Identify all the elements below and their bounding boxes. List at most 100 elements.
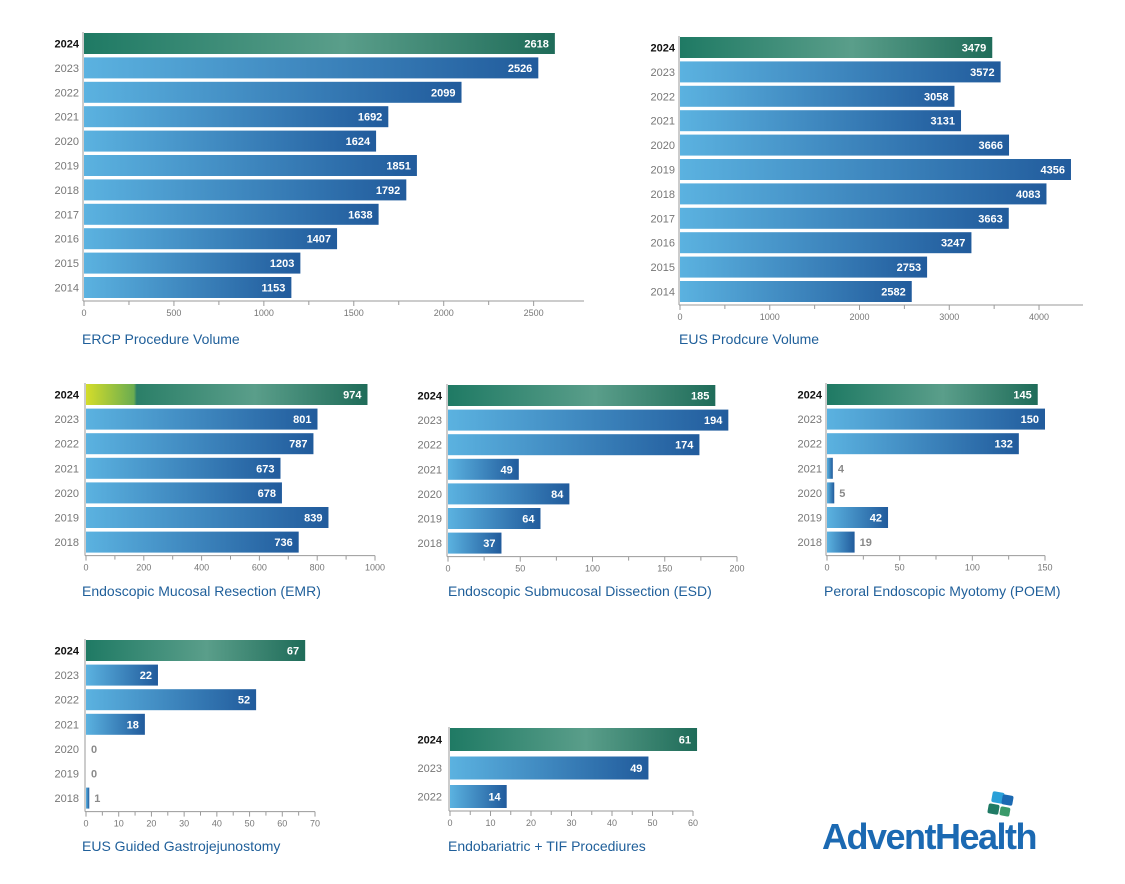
emr-bar-2021 [86,457,281,479]
tif-bar-2024 [450,728,698,751]
gj-bar-2022 [86,689,257,711]
poem-category-label: 2022 [798,439,822,451]
poem-data-label-2024: 145 [1013,390,1031,402]
gj-bar-2018 [86,787,90,809]
gj-data-label-2019: 0 [91,769,97,781]
poem-bar-2018 [827,531,855,553]
poem-category-label: 2020 [798,488,822,500]
ercp-category-label: 2020 [55,136,79,148]
gj-tick-label: 30 [179,819,189,829]
tif-bar-2022 [450,785,507,808]
ercp-bar-2022 [84,81,462,103]
emr-category-label: 2020 [55,488,79,500]
adventhealth-logo: AdventHealth [822,790,1077,860]
poem-bar-2022 [827,433,1019,455]
ercp-bar-2024 [84,33,555,54]
ercp-category-label: 2022 [55,87,79,99]
gj-tick-label: 10 [114,819,124,829]
esd-data-label-2021: 49 [501,464,513,476]
esd-category-label: 2021 [418,464,442,476]
ercp-bar-2014 [84,277,292,298]
esd-category-label: 2020 [418,489,442,501]
eus-bar-2016 [680,232,972,254]
esd-bar-2019 [448,508,541,529]
eus-data-label-2018: 4083 [1016,189,1040,201]
ercp-data-label-2024: 2618 [524,39,548,51]
poem-tick-label: 50 [895,563,905,573]
ercp-bar-2023 [84,57,539,79]
gj-category-label: 2023 [55,670,79,682]
eus-tick-label: 0 [677,312,682,322]
ercp-data-label-2020: 1624 [346,136,371,148]
poem-data-label-2023: 150 [1021,414,1039,426]
emr-tick-label: 0 [83,563,88,573]
brand-name: AdventHealth [822,816,1038,857]
emr-tick-label: 200 [136,563,151,573]
emr-bar-2019 [86,507,329,528]
eus-category-label: 2018 [651,189,675,201]
eus-category-label: 2023 [651,67,675,79]
esd-category-label: 2023 [418,415,442,427]
gj-category-label: 2022 [55,695,79,707]
esd-data-label-2023: 194 [704,415,723,427]
ercp-bar-2017 [84,203,379,225]
esd-tick-label: 100 [585,564,600,574]
tif-category-label: 2022 [418,792,442,804]
esd-data-label-2018: 37 [483,538,495,550]
tif-tick-label: 60 [688,818,698,828]
esd-data-label-2019: 64 [522,514,535,526]
eus-bar-2019 [680,159,1071,180]
esd-category-label: 2024 [418,391,443,403]
emr-tick-label: 1000 [365,563,385,573]
poem-data-label-2021: 4 [838,463,845,475]
eus-data-label-2014: 2582 [881,287,905,299]
poem-bar-2021 [827,457,833,479]
emr-bar-2018 [86,531,299,553]
eus-bar-2015 [680,256,928,278]
esd-category-label: 2019 [418,514,442,526]
esd-data-label-2022: 174 [675,440,694,452]
eus-data-label-2017: 3663 [978,213,1002,225]
ercp-tick-label: 2000 [434,308,454,318]
esd-bar-2018 [448,532,502,554]
ercp-bar-2015 [84,252,301,274]
tif-tick-label: 0 [447,818,452,828]
ercp-bar-2020 [84,130,377,152]
gj-category-label: 2019 [55,769,79,781]
poem-bar-2023 [827,408,1045,430]
ercp-category-label: 2019 [55,161,79,173]
esd-bar-2022 [448,434,700,456]
gj-tick-label: 0 [83,819,88,829]
tif-data-label-2023: 49 [630,763,642,775]
ercp-tick-label: 1500 [344,308,364,318]
emr-data-label-2022: 787 [289,439,307,451]
ercp-category-label: 2018 [55,185,79,197]
eus-data-label-2015: 2753 [897,262,921,274]
eus-category-label: 2024 [651,43,676,55]
poem-data-label-2018: 19 [860,537,872,549]
tif-bar-2023 [450,756,649,780]
eus-category-label: 2016 [651,238,675,250]
tif-tick-label: 10 [485,818,495,828]
eus-data-label-2022: 3058 [924,91,948,103]
tif-tick-label: 20 [526,818,536,828]
eus-bar-2020 [680,134,1010,156]
logo-mark-icon [987,791,1014,817]
eus-data-label-2023: 3572 [970,67,994,79]
eus-category-label: 2017 [651,213,675,225]
gj-tick-label: 40 [212,819,222,829]
poem-data-label-2022: 132 [994,439,1012,451]
poem-category-label: 2024 [798,390,823,402]
eus-tick-label: 1000 [760,312,780,322]
gj-category-label: 2020 [55,744,79,756]
emr-category-label: 2023 [55,414,79,426]
eus-bar-2023 [680,61,1001,83]
eus-bar-2024 [680,37,993,58]
emr-tick-label: 600 [252,563,267,573]
emr-tick-label: 400 [194,563,209,573]
eus-bar-2014 [680,281,912,302]
ercp-data-label-2014: 1153 [261,283,285,295]
eus-tick-label: 2000 [849,312,869,322]
ercp-tick-label: 500 [166,308,181,318]
